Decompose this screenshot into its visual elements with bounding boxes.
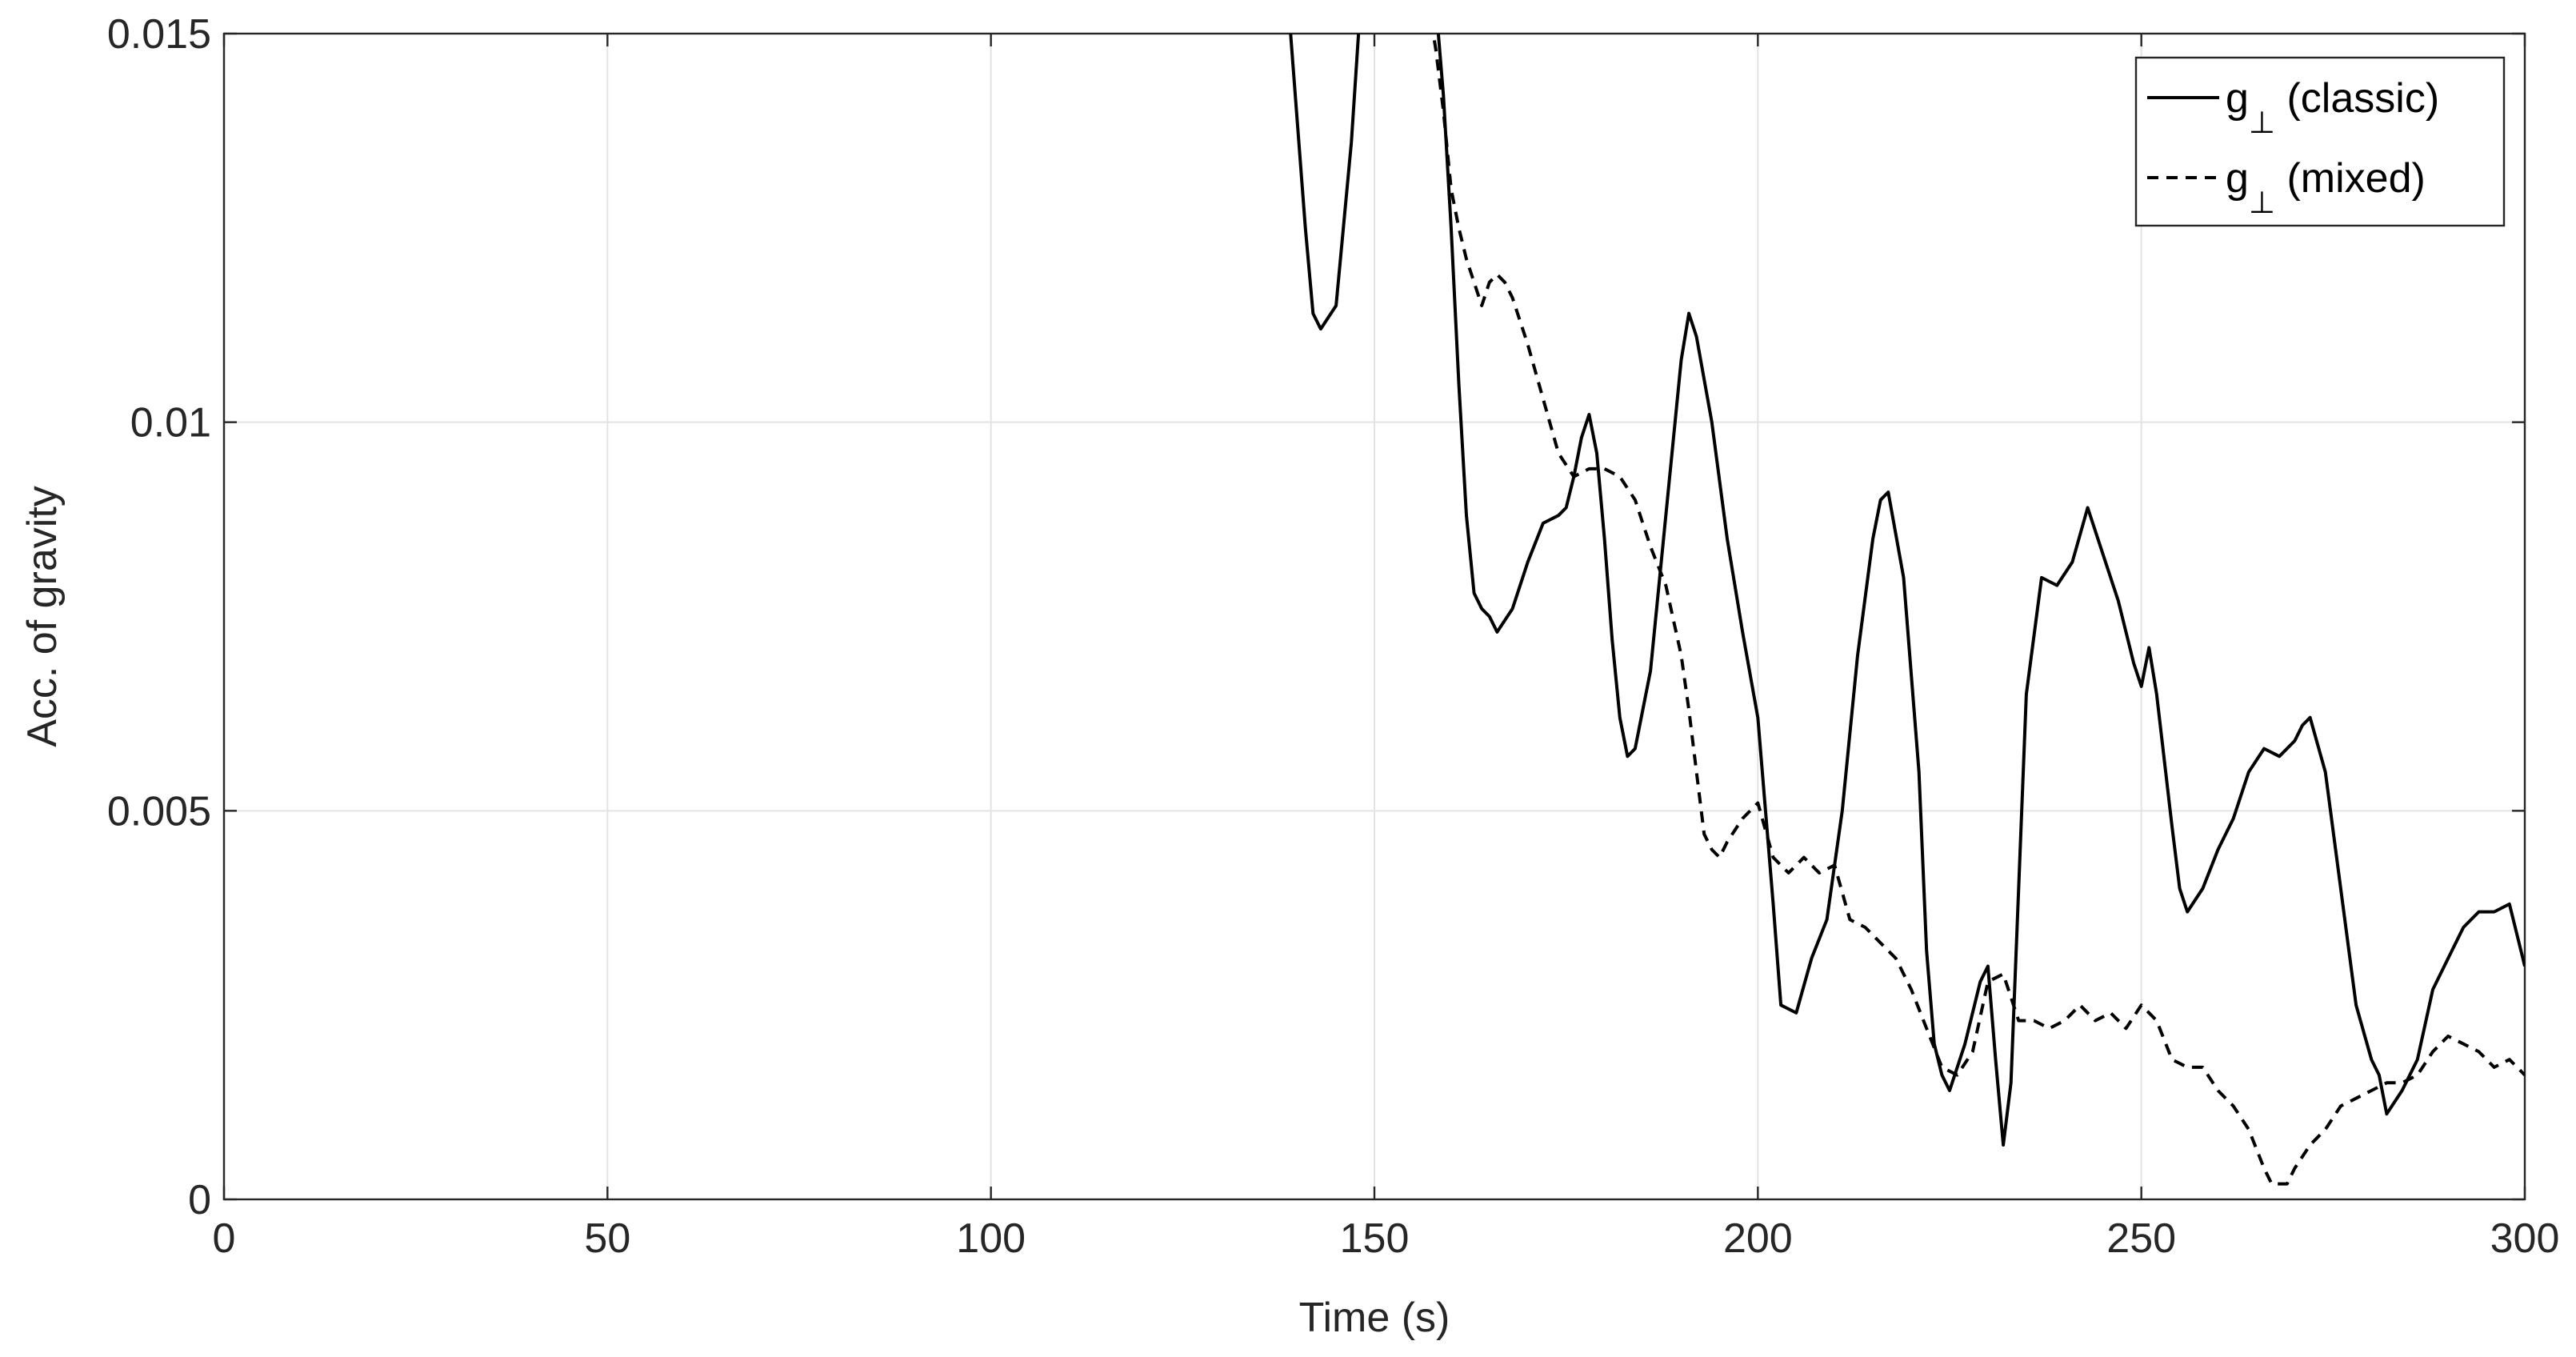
legend-box <box>2134 56 2506 227</box>
x-tick-label: 250 <box>2106 1215 2176 1262</box>
series-lines <box>1289 34 2525 1186</box>
tick-labels: 0 50 100 150 200 250 300 0 0.005 0.01 0.015 <box>107 11 2560 1262</box>
x-tick-label: 50 <box>584 1215 630 1262</box>
y-tick-label: 0 <box>188 1177 211 1223</box>
legend: g⊥ (classic) g⊥ (mixed) <box>2134 56 2506 227</box>
axis-ticks <box>222 32 2526 1201</box>
series-line-mixed <box>1431 34 2525 1186</box>
series-line-classic <box>1289 34 2525 1147</box>
y-tick-label: 0.01 <box>130 400 211 446</box>
legend-entry-label: g⊥ (mixed) <box>2226 155 2426 220</box>
legend-entry-label: g⊥ (classic) <box>2226 75 2439 140</box>
x-tick-label: 300 <box>2490 1215 2560 1262</box>
y-axis-label: Acc. of gravity <box>19 486 66 747</box>
y-tick-label: 0.005 <box>107 788 211 835</box>
x-tick-label: 0 <box>213 1215 236 1262</box>
x-tick-label: 100 <box>956 1215 1026 1262</box>
x-axis-label: Time (s) <box>1299 1295 1450 1341</box>
x-tick-label: 200 <box>1723 1215 1793 1262</box>
x-tick-label: 150 <box>1340 1215 1410 1262</box>
y-tick-label: 0.015 <box>107 11 211 58</box>
